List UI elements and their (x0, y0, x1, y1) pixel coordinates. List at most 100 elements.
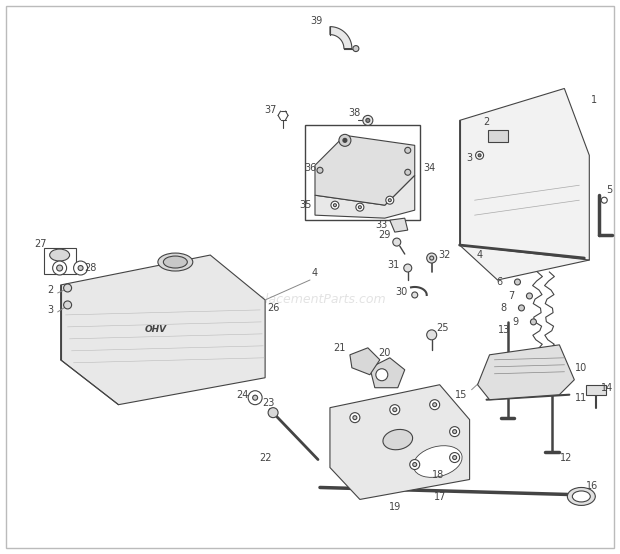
Circle shape (433, 403, 436, 407)
Text: 38: 38 (349, 109, 361, 119)
Polygon shape (459, 89, 589, 280)
Text: 3: 3 (48, 305, 54, 315)
Text: 13: 13 (498, 325, 511, 335)
Circle shape (427, 253, 436, 263)
Circle shape (413, 463, 417, 466)
Circle shape (393, 238, 401, 246)
Text: 14: 14 (601, 383, 613, 393)
Circle shape (405, 170, 410, 175)
Text: 24: 24 (236, 389, 249, 399)
Ellipse shape (163, 256, 187, 268)
Circle shape (331, 201, 339, 209)
Text: 27: 27 (35, 239, 47, 249)
Circle shape (476, 151, 484, 160)
Text: 36: 36 (304, 163, 316, 173)
Circle shape (356, 203, 364, 211)
Circle shape (56, 265, 63, 271)
Text: 31: 31 (388, 260, 400, 270)
Circle shape (334, 204, 337, 207)
Ellipse shape (572, 491, 590, 502)
Text: 22: 22 (259, 453, 272, 463)
Circle shape (430, 256, 433, 260)
Text: 29: 29 (379, 230, 391, 240)
Circle shape (410, 459, 420, 470)
Circle shape (453, 455, 457, 459)
Text: 7: 7 (508, 291, 515, 301)
Circle shape (518, 305, 525, 311)
Text: 4: 4 (477, 250, 482, 260)
Circle shape (353, 45, 359, 52)
Text: 6: 6 (497, 277, 503, 287)
Circle shape (393, 408, 397, 412)
Text: 3: 3 (466, 153, 472, 163)
Circle shape (343, 138, 347, 142)
Text: 9: 9 (512, 317, 518, 327)
Text: 34: 34 (423, 163, 436, 173)
Circle shape (376, 369, 388, 381)
Polygon shape (390, 218, 408, 232)
Circle shape (339, 135, 351, 146)
Text: 11: 11 (575, 393, 587, 403)
Bar (487, 130, 508, 142)
Text: 5: 5 (606, 185, 613, 195)
Text: 17: 17 (433, 493, 446, 502)
Text: 16: 16 (586, 481, 598, 491)
Circle shape (405, 147, 410, 153)
Circle shape (453, 429, 457, 434)
Text: 35: 35 (299, 200, 311, 210)
Circle shape (74, 261, 87, 275)
Text: 20: 20 (379, 348, 391, 358)
Polygon shape (315, 135, 415, 205)
Text: 2: 2 (48, 285, 54, 295)
Ellipse shape (158, 253, 193, 271)
Circle shape (342, 137, 348, 143)
Circle shape (248, 391, 262, 404)
Circle shape (427, 330, 436, 340)
Text: 1: 1 (591, 95, 597, 105)
Circle shape (353, 416, 357, 419)
Circle shape (358, 206, 361, 209)
Circle shape (531, 319, 536, 325)
Text: 21: 21 (334, 343, 346, 353)
Text: 28: 28 (84, 263, 97, 273)
Ellipse shape (567, 488, 595, 505)
Circle shape (366, 119, 370, 122)
Ellipse shape (50, 249, 69, 261)
Circle shape (526, 293, 533, 299)
Bar (43, 248, 76, 274)
Polygon shape (370, 358, 405, 388)
Circle shape (412, 292, 418, 298)
Circle shape (515, 279, 520, 285)
Text: 25: 25 (436, 323, 449, 333)
Polygon shape (350, 348, 380, 375)
Text: OHV: OHV (144, 325, 166, 335)
Text: 4: 4 (312, 268, 318, 278)
Circle shape (390, 404, 400, 414)
Circle shape (430, 399, 440, 409)
Circle shape (450, 453, 459, 463)
Circle shape (388, 199, 391, 202)
Ellipse shape (406, 440, 469, 484)
Circle shape (252, 395, 258, 400)
Circle shape (317, 167, 323, 173)
Circle shape (268, 408, 278, 418)
Text: eReplacementParts.com: eReplacementParts.com (234, 294, 386, 306)
Bar (305, 125, 420, 220)
Circle shape (53, 261, 66, 275)
Circle shape (78, 265, 83, 270)
Circle shape (64, 284, 71, 292)
Text: 30: 30 (396, 287, 408, 297)
Circle shape (363, 115, 373, 125)
Text: 2: 2 (484, 117, 490, 127)
Ellipse shape (383, 429, 413, 450)
Polygon shape (61, 255, 265, 404)
Circle shape (350, 413, 360, 423)
Circle shape (404, 264, 412, 272)
Circle shape (386, 196, 394, 204)
Text: 23: 23 (262, 398, 274, 408)
Polygon shape (330, 27, 352, 49)
Text: 32: 32 (438, 250, 451, 260)
Text: 8: 8 (500, 303, 507, 313)
Text: 10: 10 (575, 363, 587, 373)
Text: 39: 39 (310, 16, 322, 25)
